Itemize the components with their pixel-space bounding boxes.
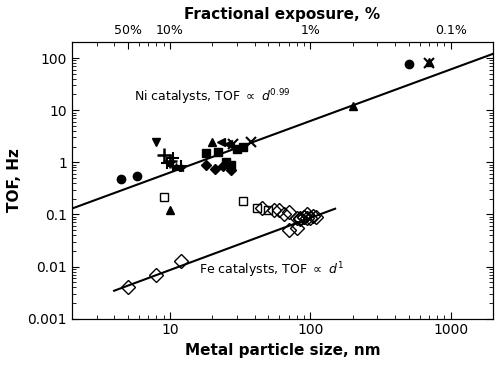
X-axis label: Metal particle size, nm: Metal particle size, nm — [184, 343, 380, 358]
Text: Fe catalysts, TOF $\propto$ $d^{1}$: Fe catalysts, TOF $\propto$ $d^{1}$ — [198, 260, 344, 280]
Text: Ni catalysts, TOF $\propto$ $d^{0.99}$: Ni catalysts, TOF $\propto$ $d^{0.99}$ — [134, 87, 290, 107]
X-axis label: Fractional exposure, %: Fractional exposure, % — [184, 7, 380, 22]
Y-axis label: TOF, Hz: TOF, Hz — [7, 149, 22, 212]
